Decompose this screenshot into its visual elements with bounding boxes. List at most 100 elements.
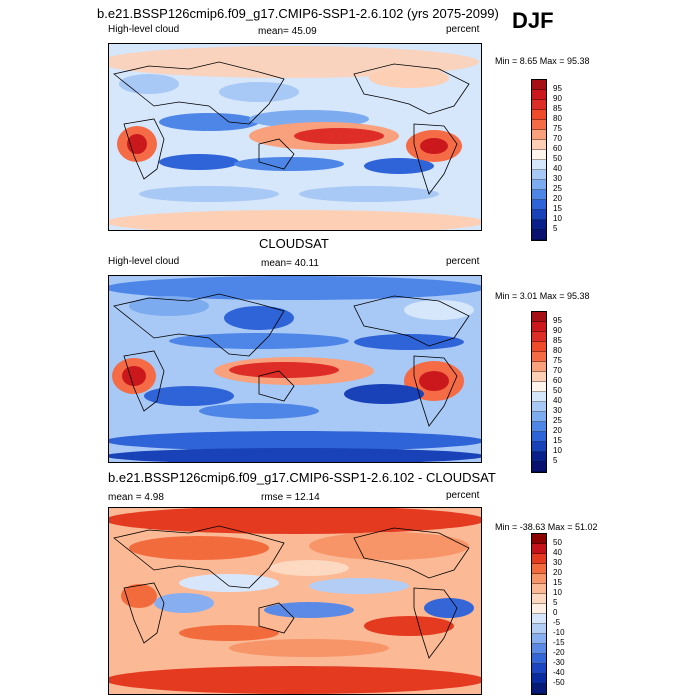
colorbar-3-box-8 — [532, 614, 546, 624]
colorbar-1-box-11 — [532, 190, 546, 200]
colorbar-3-box-0 — [532, 534, 546, 544]
colorbar-1-box-15 — [532, 230, 546, 240]
colorbar-3-label: -10 — [553, 628, 565, 637]
colorbar-2-box-5 — [532, 362, 546, 372]
colorbar-3-label: 10 — [553, 588, 562, 597]
colorbar-1-label: 80 — [553, 114, 562, 123]
colorbar-2-label: 85 — [553, 336, 562, 345]
colorbar-1-label: 25 — [553, 184, 562, 193]
colorbar-1-box-5 — [532, 130, 546, 140]
colorbar-1-box-12 — [532, 200, 546, 210]
colorbar-1-label: 5 — [553, 224, 558, 233]
panel-2-title: CLOUDSAT — [259, 236, 329, 251]
colorbar-3-box-10 — [532, 634, 546, 644]
colorbar-1-label: 95 — [553, 84, 562, 93]
colorbar-2-label: 5 — [553, 456, 558, 465]
colorbar-3-label: 15 — [553, 578, 562, 587]
panel-1-map — [108, 43, 482, 231]
colorbar-2-label: 50 — [553, 386, 562, 395]
panel-1-units-label: percent — [446, 24, 480, 35]
panel-2-mean-label: mean= 40.11 — [261, 258, 319, 269]
colorbar-3-label: 50 — [553, 538, 562, 547]
colorbar-1-box-8 — [532, 160, 546, 170]
colorbar-1-box-13 — [532, 210, 546, 220]
colorbar-1-label: 40 — [553, 164, 562, 173]
colorbar-1-label: 15 — [553, 204, 562, 213]
colorbar-1-label: 10 — [553, 214, 562, 223]
colorbar-2-box-8 — [532, 392, 546, 402]
panel-1-mean-label: mean= 45.09 — [258, 26, 317, 37]
colorbar-1-label: 70 — [553, 134, 562, 143]
panel-3-minmax: Min = -38.63 Max = 51.02 — [495, 522, 598, 532]
colorbar-3-label: 20 — [553, 568, 562, 577]
panel-1-colorbar — [531, 79, 547, 241]
colorbar-2-label: 30 — [553, 406, 562, 415]
colorbar-3-box-2 — [532, 554, 546, 564]
colorbar-1-label: 20 — [553, 194, 562, 203]
colorbar-2-label: 20 — [553, 426, 562, 435]
colorbar-3-label: -40 — [553, 668, 565, 677]
colorbar-1-box-2 — [532, 100, 546, 110]
colorbar-1-label: 85 — [553, 104, 562, 113]
panel-3-field — [109, 508, 481, 694]
panel-1-title: b.e21.BSSP126cmip6.f09_g17.CMIP6-SSP1-2.… — [97, 6, 499, 21]
colorbar-2-box-0 — [532, 312, 546, 322]
colorbar-2-label: 25 — [553, 416, 562, 425]
panel-3-units-label: percent — [446, 490, 480, 501]
colorbar-3-label: 0 — [553, 608, 558, 617]
colorbar-2-label: 60 — [553, 376, 562, 385]
colorbar-2-label: 40 — [553, 396, 562, 405]
colorbar-1-label: 75 — [553, 124, 562, 133]
panel-3-mean-label: mean = 4.98 — [108, 492, 164, 503]
colorbar-1-box-4 — [532, 120, 546, 130]
colorbar-3-box-11 — [532, 644, 546, 654]
colorbar-3-label: 30 — [553, 558, 562, 567]
colorbar-1-box-14 — [532, 220, 546, 230]
colorbar-2-label: 10 — [553, 446, 562, 455]
panel-2-field — [109, 276, 481, 462]
colorbar-3-label: 5 — [553, 598, 558, 607]
colorbar-1-label: 60 — [553, 144, 562, 153]
panel-2-minmax: Min = 3.01 Max = 95.38 — [495, 291, 590, 301]
panel-3-colorbar — [531, 533, 547, 695]
colorbar-2-box-7 — [532, 382, 546, 392]
colorbar-3-box-1 — [532, 544, 546, 554]
panel-2-map — [108, 275, 482, 463]
colorbar-1-box-10 — [532, 180, 546, 190]
season-label: DJF — [512, 8, 554, 33]
colorbar-3-label: 40 — [553, 548, 562, 557]
colorbar-1-label: 30 — [553, 174, 562, 183]
panel-2-variable-label: High-level cloud — [108, 256, 180, 267]
panel-1-minmax: Min = 8.65 Max = 95.38 — [495, 56, 590, 66]
colorbar-3-box-4 — [532, 574, 546, 584]
colorbar-1-box-3 — [532, 110, 546, 120]
panel-1-variable-label: High-level cloud — [108, 24, 180, 35]
colorbar-1-box-7 — [532, 150, 546, 160]
colorbar-3-box-3 — [532, 564, 546, 574]
panel-3-title: b.e21.BSSP126cmip6.f09_g17.CMIP6-SSP1-2.… — [108, 470, 496, 485]
colorbar-2-box-3 — [532, 342, 546, 352]
colorbar-2-label: 70 — [553, 366, 562, 375]
colorbar-1-label: 50 — [553, 154, 562, 163]
colorbar-1-box-1 — [532, 90, 546, 100]
panel-2-colorbar — [531, 311, 547, 473]
colorbar-2-box-13 — [532, 442, 546, 452]
colorbar-2-label: 75 — [553, 356, 562, 365]
colorbar-1-box-9 — [532, 170, 546, 180]
colorbar-1-label: 90 — [553, 94, 562, 103]
colorbar-2-box-1 — [532, 322, 546, 332]
colorbar-2-box-11 — [532, 422, 546, 432]
colorbar-3-box-15 — [532, 684, 546, 694]
colorbar-2-box-4 — [532, 352, 546, 362]
panel-1-field — [109, 44, 481, 230]
colorbar-3-box-7 — [532, 604, 546, 614]
colorbar-2-label: 95 — [553, 316, 562, 325]
panel-3-map — [108, 507, 482, 695]
colorbar-2-box-12 — [532, 432, 546, 442]
colorbar-3-box-14 — [532, 674, 546, 684]
colorbar-2-label: 15 — [553, 436, 562, 445]
colorbar-3-label: -30 — [553, 658, 565, 667]
colorbar-3-label: -50 — [553, 678, 565, 687]
colorbar-2-box-6 — [532, 372, 546, 382]
colorbar-2-box-10 — [532, 412, 546, 422]
